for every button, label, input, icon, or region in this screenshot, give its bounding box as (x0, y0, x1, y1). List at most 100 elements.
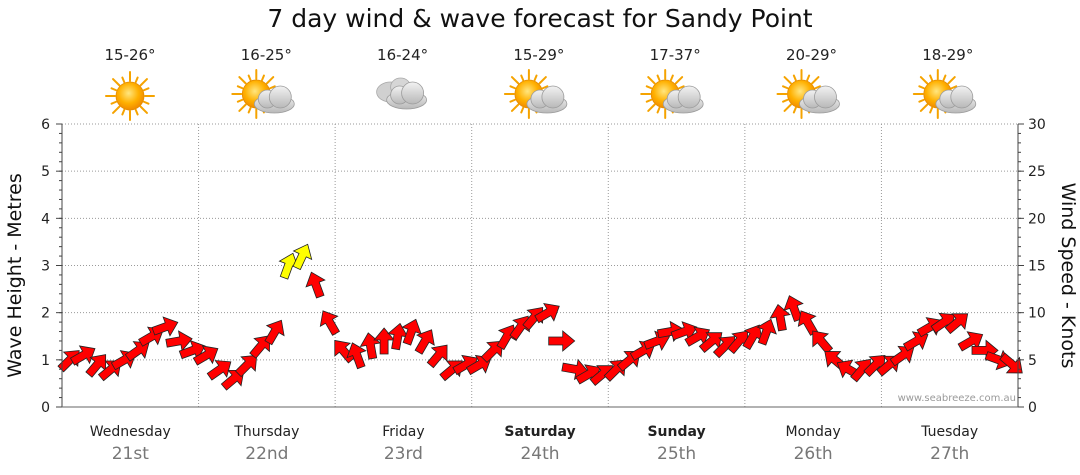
date-label: 21st (112, 444, 149, 464)
sun-ray (112, 105, 121, 114)
date-label: 24th (520, 444, 559, 464)
sun-ray (236, 98, 244, 103)
cloud-puff (268, 85, 292, 109)
wind-arrow (522, 306, 544, 331)
cloud-puff (814, 85, 837, 109)
sun-ray (645, 98, 653, 103)
wind-arrow (192, 345, 219, 366)
sun-ray (269, 85, 276, 90)
sun-ray (792, 106, 797, 114)
wind-arrow (249, 335, 270, 359)
wind-arrow (783, 295, 804, 322)
wind-arrow (346, 342, 367, 370)
sun-ray (782, 98, 789, 103)
sun-ray (261, 74, 265, 82)
axis-layer (56, 123, 1024, 408)
sun-ray (142, 87, 150, 92)
sun-ray (533, 74, 538, 82)
sun-ray (647, 76, 656, 85)
sun-ray (919, 76, 929, 85)
right-tick-label: 15 (1028, 259, 1046, 275)
weather-icons (105, 69, 977, 121)
sun-ray (541, 85, 549, 90)
right-tick-label: 5 (1028, 353, 1037, 369)
sun-ray (645, 85, 653, 90)
left-tick-label: 3 (41, 259, 50, 275)
sun-ray (806, 74, 811, 82)
wind-arrow (151, 316, 179, 337)
day-label: Friday (382, 424, 424, 440)
left-tick-label: 0 (41, 400, 50, 416)
sun-ray (656, 74, 661, 82)
sun-ray (929, 106, 934, 114)
sun-ray (510, 103, 520, 112)
sun-ray (134, 108, 139, 116)
wind-arrow (414, 329, 435, 355)
date-label: 22nd (245, 444, 288, 464)
date-label: 25th (657, 444, 696, 464)
sun-ray (947, 76, 956, 85)
sun-ray (647, 103, 656, 112)
sun-ray (112, 78, 121, 87)
sun-ray (811, 76, 820, 85)
sun-ray (520, 106, 525, 114)
left-tick-label: 4 (41, 211, 50, 227)
sun-ray (139, 105, 148, 114)
sun-ray (656, 106, 661, 114)
left-tick-label: 2 (41, 306, 50, 322)
cloud-puff (541, 85, 565, 109)
temperature-range: 15-29° (513, 46, 564, 64)
sun-ray (139, 78, 148, 87)
right-tick-label: 30 (1028, 117, 1046, 133)
day-label: Tuesday (920, 424, 978, 440)
sun-ray (783, 76, 792, 85)
wind-arrows (57, 243, 1023, 391)
wind-arrow (548, 330, 576, 352)
cloud-puff (677, 85, 701, 109)
sun-ray (142, 100, 150, 105)
sun-ray (919, 103, 929, 112)
sun-ray (236, 85, 244, 90)
date-label: 26th (794, 444, 833, 464)
sun-ray (520, 74, 525, 82)
sun-ray (669, 74, 674, 82)
day-label: Monday (786, 424, 841, 440)
sun-ray (929, 74, 934, 82)
sun-ray (792, 74, 797, 82)
wind-arrow (509, 315, 530, 341)
sun-ray (950, 85, 958, 90)
day-label: Sunday (647, 424, 705, 440)
wind-arrow (292, 243, 313, 271)
sun-ray (510, 76, 520, 85)
cloud-puff (950, 85, 974, 109)
wind-arrow (999, 352, 1023, 374)
sun-ray (238, 76, 247, 85)
left-tick-label: 6 (41, 117, 50, 133)
temperature-range: 17-37° (650, 46, 701, 64)
left-tick-label: 1 (41, 353, 50, 369)
wind-arrow (305, 271, 326, 299)
date-label: 23rd (384, 444, 423, 464)
sun-ray (538, 76, 547, 85)
sun-ray (942, 74, 947, 82)
sun-ray (134, 76, 139, 84)
temperature-range: 18-29° (922, 46, 973, 64)
wind-arrow (534, 303, 560, 324)
wind-arrow (756, 318, 777, 346)
label-layer: 0 1 2 3 4 5 6 0 5 10 15 20 25 30 Wave Height - Metres W… (4, 46, 1079, 464)
sun-ray (678, 85, 685, 90)
temperature-range: 20-29° (786, 46, 837, 64)
temperature-range: 16-24° (377, 46, 428, 64)
sun-cloud-icon (231, 69, 295, 119)
sun-cloud-icon (640, 69, 704, 119)
sun-ray (814, 85, 821, 90)
sun-ray (674, 76, 684, 85)
sun-ray (238, 103, 247, 112)
temperature-range: 16-25° (241, 46, 292, 64)
sun-ray (783, 103, 792, 112)
right-axis-title: Wind Speed - Knots (1057, 183, 1079, 369)
sun-cloud-icon (912, 69, 977, 119)
wind-arrow (69, 345, 96, 366)
right-tick-label: 0 (1028, 400, 1037, 416)
